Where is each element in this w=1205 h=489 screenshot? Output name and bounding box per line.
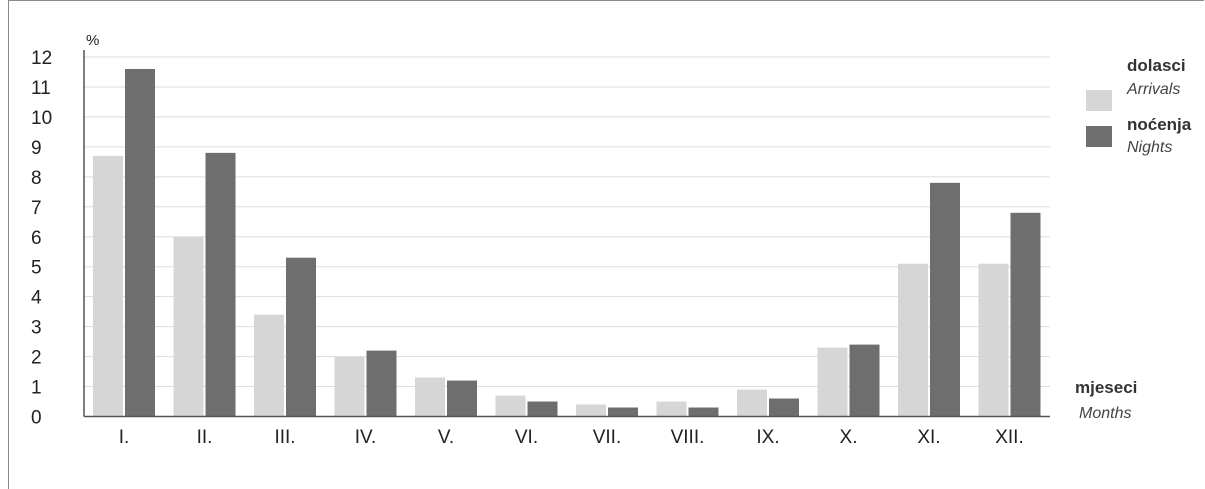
y-tick-label: 9 xyxy=(31,138,42,159)
bar-nights xyxy=(527,401,558,417)
x-tick-label: II. xyxy=(197,427,213,448)
bar-arrivals xyxy=(334,356,365,417)
x-tick-label: III. xyxy=(274,427,295,448)
x-tick-label: X. xyxy=(840,427,858,448)
x-tick-label: I. xyxy=(119,427,130,448)
bar-nights xyxy=(1010,212,1041,417)
x-tick-label: VIII. xyxy=(671,427,705,448)
bar-nights xyxy=(930,182,960,417)
bar-nights xyxy=(286,257,316,417)
y-tick-label: 7 xyxy=(31,198,42,219)
y-tick-label: 6 xyxy=(31,228,42,249)
x-tick-label: XII. xyxy=(995,427,1024,448)
y-tick-label: 11 xyxy=(31,78,51,99)
bar-arrivals xyxy=(173,236,204,417)
y-tick-label: 10 xyxy=(31,108,52,129)
bar-nights xyxy=(366,350,397,417)
bar-arrivals xyxy=(254,314,284,417)
legend-sublabel-arrivals: Arrivals xyxy=(1126,81,1180,98)
y-tick-label: 2 xyxy=(31,348,42,369)
legend-swatch-nocenja xyxy=(1086,126,1112,147)
x-tick-label: VII. xyxy=(593,427,622,448)
y-tick-label: 12 xyxy=(31,48,52,69)
legend-label-nocenja: noćenja xyxy=(1127,115,1192,134)
y-tick-label: 1 xyxy=(31,378,42,399)
y-tick-label: 5 xyxy=(31,258,42,279)
bar-arrivals xyxy=(898,263,928,417)
bar-nights xyxy=(769,398,799,417)
legend-sublabel-nights: Nights xyxy=(1127,139,1172,156)
bar-arrivals xyxy=(495,395,526,417)
bar-nights xyxy=(849,344,880,417)
chart-frame xyxy=(8,0,1204,489)
bars xyxy=(93,68,1041,417)
bar-nights xyxy=(608,407,638,417)
y-tick-label: 8 xyxy=(31,168,42,189)
bar-arrivals xyxy=(415,377,445,417)
x-tick-label: VI. xyxy=(515,427,538,448)
legend-swatch-dolasci xyxy=(1086,90,1112,111)
bar-arrivals xyxy=(576,404,606,417)
x-axis-sublabel: Months xyxy=(1079,405,1131,422)
bar-arrivals xyxy=(817,347,848,417)
y-unit-label: % xyxy=(86,32,99,49)
bar-arrivals xyxy=(93,155,123,417)
y-tick-label: 3 xyxy=(31,318,42,339)
x-tick-label: V. xyxy=(438,427,454,448)
legend-label-dolasci: dolasci xyxy=(1127,56,1186,75)
bar-nights xyxy=(125,68,155,417)
x-axis-label: mjeseci xyxy=(1075,378,1137,397)
bar-arrivals xyxy=(737,389,767,417)
bar-arrivals xyxy=(656,401,687,417)
axes xyxy=(83,50,1050,418)
grid-lines xyxy=(84,56,1050,388)
bar-nights xyxy=(447,380,477,417)
bar-nights xyxy=(205,152,236,417)
legend: dolasci Arrivals noćenja Nights xyxy=(1086,56,1192,156)
x-tick-labels: I. II. III. IV. V. VI. VII. VIII. IX. X. XI. XII. xyxy=(119,427,1024,448)
bar-arrivals xyxy=(978,263,1009,417)
x-tick-label: IV. xyxy=(355,427,377,448)
y-tick-label: 4 xyxy=(31,288,42,309)
x-tick-label: IX. xyxy=(756,427,779,448)
x-tick-label: XI. xyxy=(917,427,940,448)
y-tick-label: 0 xyxy=(31,408,42,429)
bar-nights xyxy=(688,407,719,417)
